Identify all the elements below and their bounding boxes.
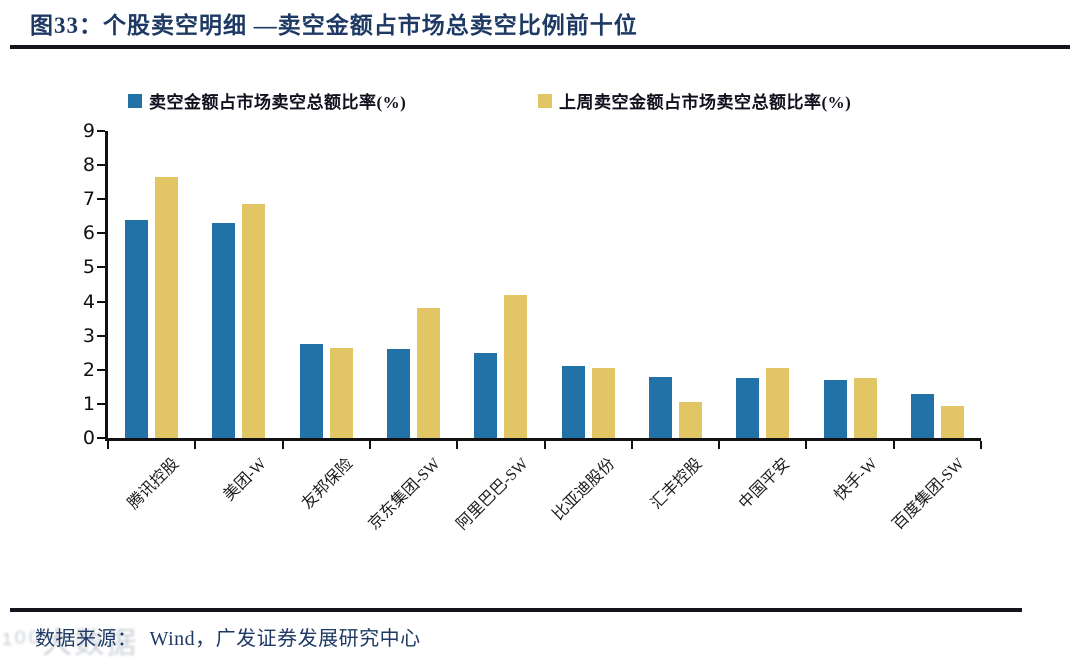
y-axis-tick-label: 9 [82,120,95,142]
y-axis-tick-label: 6 [82,222,95,245]
data-source-label: 数据来源： [35,628,138,650]
y-axis-tick [97,368,105,371]
y-axis-tick-label: 4 [82,290,95,313]
bar-group [370,131,457,438]
bar [417,308,441,438]
bar [561,366,585,438]
bar-group [806,131,893,438]
bar-group [544,131,631,438]
footer-divider [10,608,1022,612]
bar-chart-plot-area: 0 1 2 3 4 5 6 7 8 9 腾讯控股 美团-W 友邦保险 京东集团-SW 阿里巴巴-SW 比亚迪… [83,121,982,533]
x-axis-label: 汇丰控股 [648,455,706,513]
x-axis-label: 友邦保险 [299,455,357,513]
bar [329,347,353,438]
x-axis-tick [980,441,982,449]
bar-group [108,131,195,438]
bar-group [457,131,544,438]
x-axis-tick [892,441,895,449]
x-axis-tick [194,441,197,449]
bar-group [632,131,719,438]
bar-group [283,131,370,438]
y-axis-tick-label: 8 [82,154,95,177]
legend-item-last-week: 上周卖空金额占市场卖空总额比率(%) [538,88,851,113]
bar [212,223,236,438]
y-axis-tick-label: 7 [82,188,95,211]
bar [823,380,847,438]
x-axis-tick [107,441,109,449]
y-axis-tick-label: 5 [82,256,95,279]
x-axis-label: 中国平安 [735,455,794,513]
y-axis-tick [97,164,105,167]
bar [504,294,528,438]
data-source: 数据来源： Wind，广发证券发展研究中心 [35,622,421,651]
bar [940,405,964,438]
x-axis-label: 快手-W [831,455,881,505]
x-axis-label: 腾讯控股 [124,455,182,513]
bar [299,344,323,438]
y-axis-tick [97,130,105,132]
x-axis-label: 比亚迪股份 [549,455,619,524]
y-axis-tick [97,266,105,269]
y-axis-tick [97,402,105,405]
bar-groups-layer [108,131,981,438]
bar [474,352,498,438]
x-axis-tick [281,441,284,449]
y-axis-tick-label: 3 [82,324,95,347]
bar [648,376,672,438]
y-axis-tick [97,198,105,201]
legend-item-current-week: 卖空金额占市场卖空总额比率(%) [128,88,406,113]
bar-group [894,131,981,438]
y-axis-tick [97,334,105,337]
bar [155,177,179,438]
bar [678,402,702,438]
x-axis-tick [630,441,633,449]
x-axis-label: 京东集团-SW [365,455,444,534]
bar [387,349,411,438]
bar [766,368,790,438]
bar [125,219,149,438]
title-divider [10,45,1070,49]
y-axis-tick-label: 0 [82,427,95,449]
y-axis-tick [97,437,105,439]
bar [591,368,615,438]
x-axis-tick [543,441,546,449]
data-source-text: Wind，广发证券发展研究中心 [149,628,421,650]
bar [736,378,760,438]
y-axis-tick [97,300,105,303]
bar [853,378,877,438]
x-axis-label: 阿里巴巴-SW [453,455,532,534]
bar-group [719,131,806,438]
bar [242,204,266,438]
x-axis-tick [718,441,721,449]
legend-swatch-blue [128,93,142,108]
bar-group [195,131,282,438]
legend-label-last-week: 上周卖空金额占市场卖空总额比率(%) [559,93,852,112]
x-axis-label: 美团-W [220,455,270,505]
y-axis-tick [97,232,105,235]
y-axis-tick-label: 1 [82,392,95,415]
x-axis-tick [456,441,459,449]
x-axis-label: 百度集团-SW [889,455,968,534]
x-axis-tick [368,441,371,449]
legend-label-current-week: 卖空金额占市场卖空总额比率(%) [149,93,407,112]
legend-swatch-yellow [538,93,552,108]
y-axis-tick-label: 2 [82,358,95,381]
bar [910,393,934,438]
x-axis-tick [805,441,808,449]
figure-title: 图33：个股卖空明细 —卖空金额占市场总卖空比例前十位 [30,13,638,38]
